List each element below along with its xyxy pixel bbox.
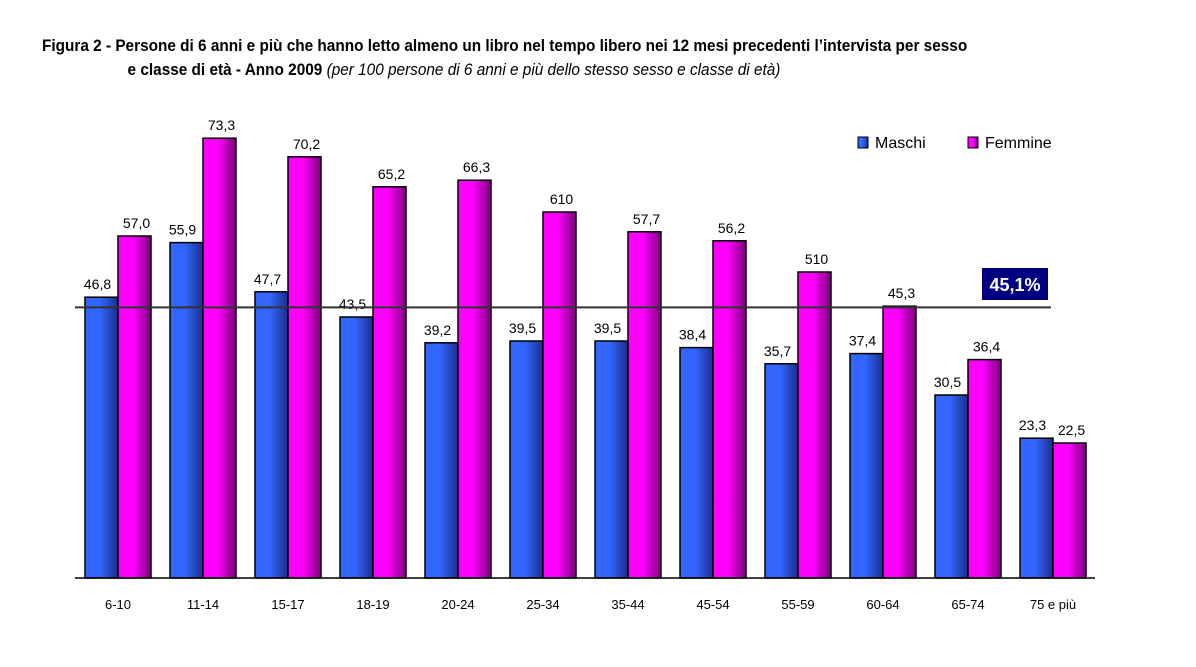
maschi-bar — [594, 340, 629, 579]
maschi-bar — [764, 363, 799, 579]
femmine-bar — [967, 358, 1002, 579]
x-tick-label: 60-64 — [866, 597, 899, 612]
x-tick-label: 20-24 — [441, 597, 474, 612]
x-tick-label: 55-59 — [781, 597, 814, 612]
femmine-bar — [542, 211, 577, 579]
x-tick-label: 75 e più — [1030, 597, 1076, 612]
maschi-bar — [254, 291, 289, 579]
maschi-data-label: 37,4 — [849, 333, 876, 349]
femmine-data-label: 45,3 — [888, 285, 915, 301]
femmine-bar — [1052, 442, 1087, 579]
x-tick-label: 15-17 — [271, 597, 304, 612]
maschi-data-label: 46,8 — [84, 276, 111, 292]
femmine-bar — [627, 231, 662, 579]
x-tick-label: 18-19 — [356, 597, 389, 612]
femmine-bar — [117, 235, 152, 579]
femmine-bar — [712, 240, 747, 579]
maschi-data-label: 35,7 — [764, 343, 791, 359]
x-tick-label: 65-74 — [951, 597, 984, 612]
femmine-data-label: 36,4 — [973, 339, 1000, 355]
femmine-bar — [372, 186, 407, 579]
maschi-data-label: 38,4 — [679, 327, 706, 343]
chart-title: Figura 2 - Persone di 6 anni e più che h… — [42, 34, 967, 82]
femmine-data-label: 66,3 — [463, 159, 490, 175]
legend-swatch-maschi — [857, 136, 869, 149]
maschi-data-label: 23,3 — [1019, 417, 1046, 433]
maschi-data-label: 47,7 — [254, 271, 281, 287]
maschi-data-label: 55,9 — [169, 222, 196, 238]
legend-label-maschi: Maschi — [875, 135, 926, 152]
maschi-bar — [849, 352, 884, 579]
maschi-data-label: 30,5 — [934, 374, 961, 390]
femmine-data-label: 57,0 — [123, 215, 150, 231]
reference-label-box — [982, 268, 1048, 300]
maschi-bar — [169, 241, 204, 579]
femmine-data-label: 65,2 — [378, 166, 405, 182]
maschi-bar — [1019, 437, 1054, 579]
femmine-data-label: 510 — [805, 251, 829, 267]
femmine-bar — [202, 137, 237, 579]
maschi-bar — [679, 346, 714, 579]
maschi-data-label: 43,5 — [339, 296, 366, 312]
title-subtitle: (per 100 persone di 6 anni e più dello s… — [326, 61, 781, 79]
title-line1: Figura 2 - Persone di 6 anni e più che h… — [42, 37, 968, 55]
x-tick-label: 25-34 — [526, 597, 559, 612]
title-line2: e classe di età - Anno 2009 — [127, 61, 323, 79]
maschi-bar — [424, 342, 459, 579]
femmine-data-label: 73,3 — [208, 117, 235, 133]
femmine-bar — [882, 305, 917, 579]
maschi-bar — [509, 340, 544, 579]
maschi-data-label: 39,5 — [509, 320, 536, 336]
x-tick-label: 11-14 — [187, 597, 219, 612]
maschi-bar — [934, 394, 969, 579]
maschi-data-label: 39,5 — [594, 320, 621, 336]
maschi-bar — [84, 296, 119, 579]
x-tick-label: 45-54 — [696, 597, 729, 612]
x-tick-label: 6-10 — [105, 597, 131, 612]
femmine-data-label: 610 — [550, 191, 574, 207]
femmine-data-label: 56,2 — [718, 220, 745, 236]
femmine-data-label: 22,5 — [1058, 422, 1085, 438]
femmine-bar — [457, 179, 492, 579]
femmine-bar — [797, 271, 832, 579]
femmine-bar — [287, 156, 322, 579]
femmine-data-label: 70,2 — [293, 136, 320, 152]
maschi-data-label: 39,2 — [424, 322, 451, 338]
maschi-bar — [339, 316, 374, 579]
reference-label: 45,1% — [989, 275, 1040, 295]
femmine-data-label: 57,7 — [633, 211, 660, 227]
legend-label-femmine: Femmine — [985, 135, 1052, 152]
legend-swatch-femmine — [967, 136, 979, 149]
x-tick-label: 35-44 — [611, 597, 644, 612]
